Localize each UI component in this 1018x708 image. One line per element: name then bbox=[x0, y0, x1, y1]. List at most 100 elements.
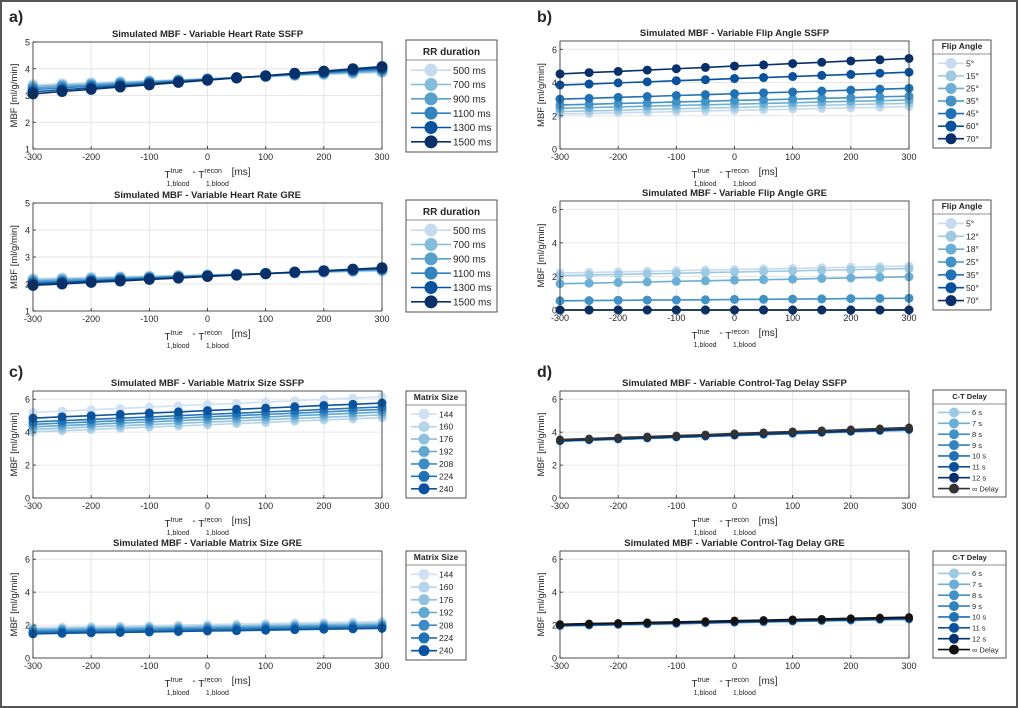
data-point bbox=[846, 614, 855, 623]
data-point bbox=[202, 270, 213, 282]
x-label-t: T bbox=[198, 519, 204, 530]
chart-title: Simulated MBF - Variable Matrix Size SSF… bbox=[111, 378, 305, 389]
x-label-unit: [ms] bbox=[229, 329, 251, 340]
legend-marker-icon bbox=[949, 611, 959, 622]
legend: Matrix Size 144 160 176 192 208 224 240 bbox=[405, 550, 467, 661]
data-point bbox=[85, 83, 97, 95]
legend-label: 900 ms bbox=[453, 94, 486, 105]
y-axis-label: MBF [ml/g/min] bbox=[536, 573, 547, 637]
y-tick-label: 0 bbox=[552, 145, 557, 155]
legend-marker-icon bbox=[418, 645, 430, 657]
legend-item: 160 bbox=[411, 581, 453, 593]
legend-marker-icon bbox=[949, 633, 959, 644]
y-tick-label: 4 bbox=[25, 588, 30, 598]
x-label-sup2: recon bbox=[204, 517, 222, 524]
legend-item: 500 ms bbox=[411, 223, 486, 237]
legend-title: Flip Angle bbox=[942, 41, 983, 51]
y-tick-label: 5 bbox=[25, 199, 30, 209]
legend-label: 144 bbox=[439, 409, 453, 419]
x-label-unit: [ms] bbox=[229, 167, 251, 178]
legend-box bbox=[932, 550, 1007, 659]
x-label-t: T bbox=[725, 170, 731, 181]
legend-label: 10 s bbox=[972, 613, 986, 622]
data-point bbox=[614, 433, 623, 442]
x-tick-label: 300 bbox=[901, 152, 916, 162]
data-point bbox=[614, 619, 623, 628]
x-tick-label: 0 bbox=[732, 661, 737, 671]
legend-item: 1500 ms bbox=[411, 295, 491, 308]
x-axis-label: Ttrue 1,blood - Trecon 1,blood [ms] bbox=[164, 676, 250, 697]
legend-marker-icon bbox=[418, 581, 430, 593]
data-point bbox=[260, 268, 272, 280]
data-point bbox=[701, 430, 710, 439]
legend-label: 5° bbox=[966, 58, 974, 68]
legend-marker-icon bbox=[949, 590, 959, 601]
data-point bbox=[671, 295, 681, 305]
x-tick-label: -300 bbox=[24, 314, 42, 324]
legend-box bbox=[405, 39, 498, 153]
legend-marker-icon bbox=[949, 407, 959, 418]
data-point bbox=[846, 56, 856, 66]
legend-item: 144 bbox=[411, 568, 453, 580]
x-tick-label: 300 bbox=[374, 152, 389, 162]
x-tick-label: -200 bbox=[609, 152, 627, 162]
legend-label: 700 ms bbox=[453, 80, 486, 91]
legend-label: 176 bbox=[439, 595, 453, 605]
data-point bbox=[260, 70, 272, 82]
data-point bbox=[613, 277, 623, 287]
legend-marker-icon bbox=[424, 121, 438, 134]
legend-item: 35° bbox=[938, 95, 979, 107]
data-point bbox=[846, 294, 856, 304]
legend-label: 1500 ms bbox=[453, 297, 491, 308]
data-point bbox=[788, 294, 798, 304]
chart-0: -300 -200 -100 0 100 200 300 1 2 3 4 5 Simulated MBF… bbox=[9, 29, 498, 188]
y-tick-label: 3 bbox=[25, 91, 30, 101]
chart-6: -300 -200 -100 0 100 200 300 0 2 4 6 Simulated MBF … bbox=[536, 378, 1007, 537]
x-label-t: T bbox=[691, 519, 697, 530]
x-label-t: T bbox=[725, 331, 731, 342]
x-tick-label: -300 bbox=[24, 661, 42, 671]
data-point bbox=[817, 265, 827, 275]
data-point bbox=[613, 295, 623, 305]
x-tick-label: 200 bbox=[316, 314, 331, 324]
data-point bbox=[671, 90, 681, 100]
data-point bbox=[613, 98, 623, 108]
legend-label: 700 ms bbox=[453, 240, 486, 251]
legend-marker-icon bbox=[945, 243, 957, 255]
x-label-sup2: recon bbox=[731, 168, 749, 175]
legend-marker-icon bbox=[424, 63, 438, 77]
data-point bbox=[730, 616, 739, 625]
legend-marker-icon bbox=[424, 135, 438, 149]
legend-label: 5° bbox=[966, 218, 974, 228]
legend-label: 1500 ms bbox=[453, 137, 491, 148]
legend-item: 144 bbox=[411, 408, 453, 420]
x-label-unit: [ms] bbox=[229, 676, 251, 687]
legend-item: 11 s bbox=[938, 622, 986, 633]
legend-item: 12 s bbox=[938, 472, 986, 483]
legend-item: 10 s bbox=[938, 450, 986, 461]
x-tick-label: -300 bbox=[551, 501, 569, 511]
legend-item: 240 bbox=[411, 645, 453, 657]
legend-marker-icon bbox=[945, 295, 957, 307]
y-axis-label: MBF [ml/g/min] bbox=[536, 413, 547, 477]
data-point bbox=[290, 402, 300, 412]
legend-item: 60° bbox=[938, 120, 979, 132]
data-point bbox=[642, 277, 652, 287]
x-label-minus: - bbox=[717, 328, 726, 339]
x-tick-label: -300 bbox=[24, 501, 42, 511]
y-tick-label: 6 bbox=[552, 45, 557, 55]
legend-label: ∞ Delay bbox=[972, 645, 999, 654]
x-tick-label: 200 bbox=[843, 152, 858, 162]
data-point bbox=[173, 407, 183, 417]
legend-marker-icon bbox=[949, 440, 959, 451]
x-tick-label: -100 bbox=[140, 314, 158, 324]
legend-item: 224 bbox=[411, 470, 453, 482]
data-point bbox=[700, 96, 710, 106]
y-tick-label: 2 bbox=[552, 111, 557, 121]
legend-label: 240 bbox=[439, 646, 453, 656]
x-label-sub1: 1,blood bbox=[167, 181, 190, 188]
legend-item: 176 bbox=[411, 594, 453, 606]
legend-marker-icon bbox=[418, 433, 430, 445]
legend-marker-icon bbox=[945, 282, 957, 294]
x-label-minus: - bbox=[190, 516, 199, 527]
